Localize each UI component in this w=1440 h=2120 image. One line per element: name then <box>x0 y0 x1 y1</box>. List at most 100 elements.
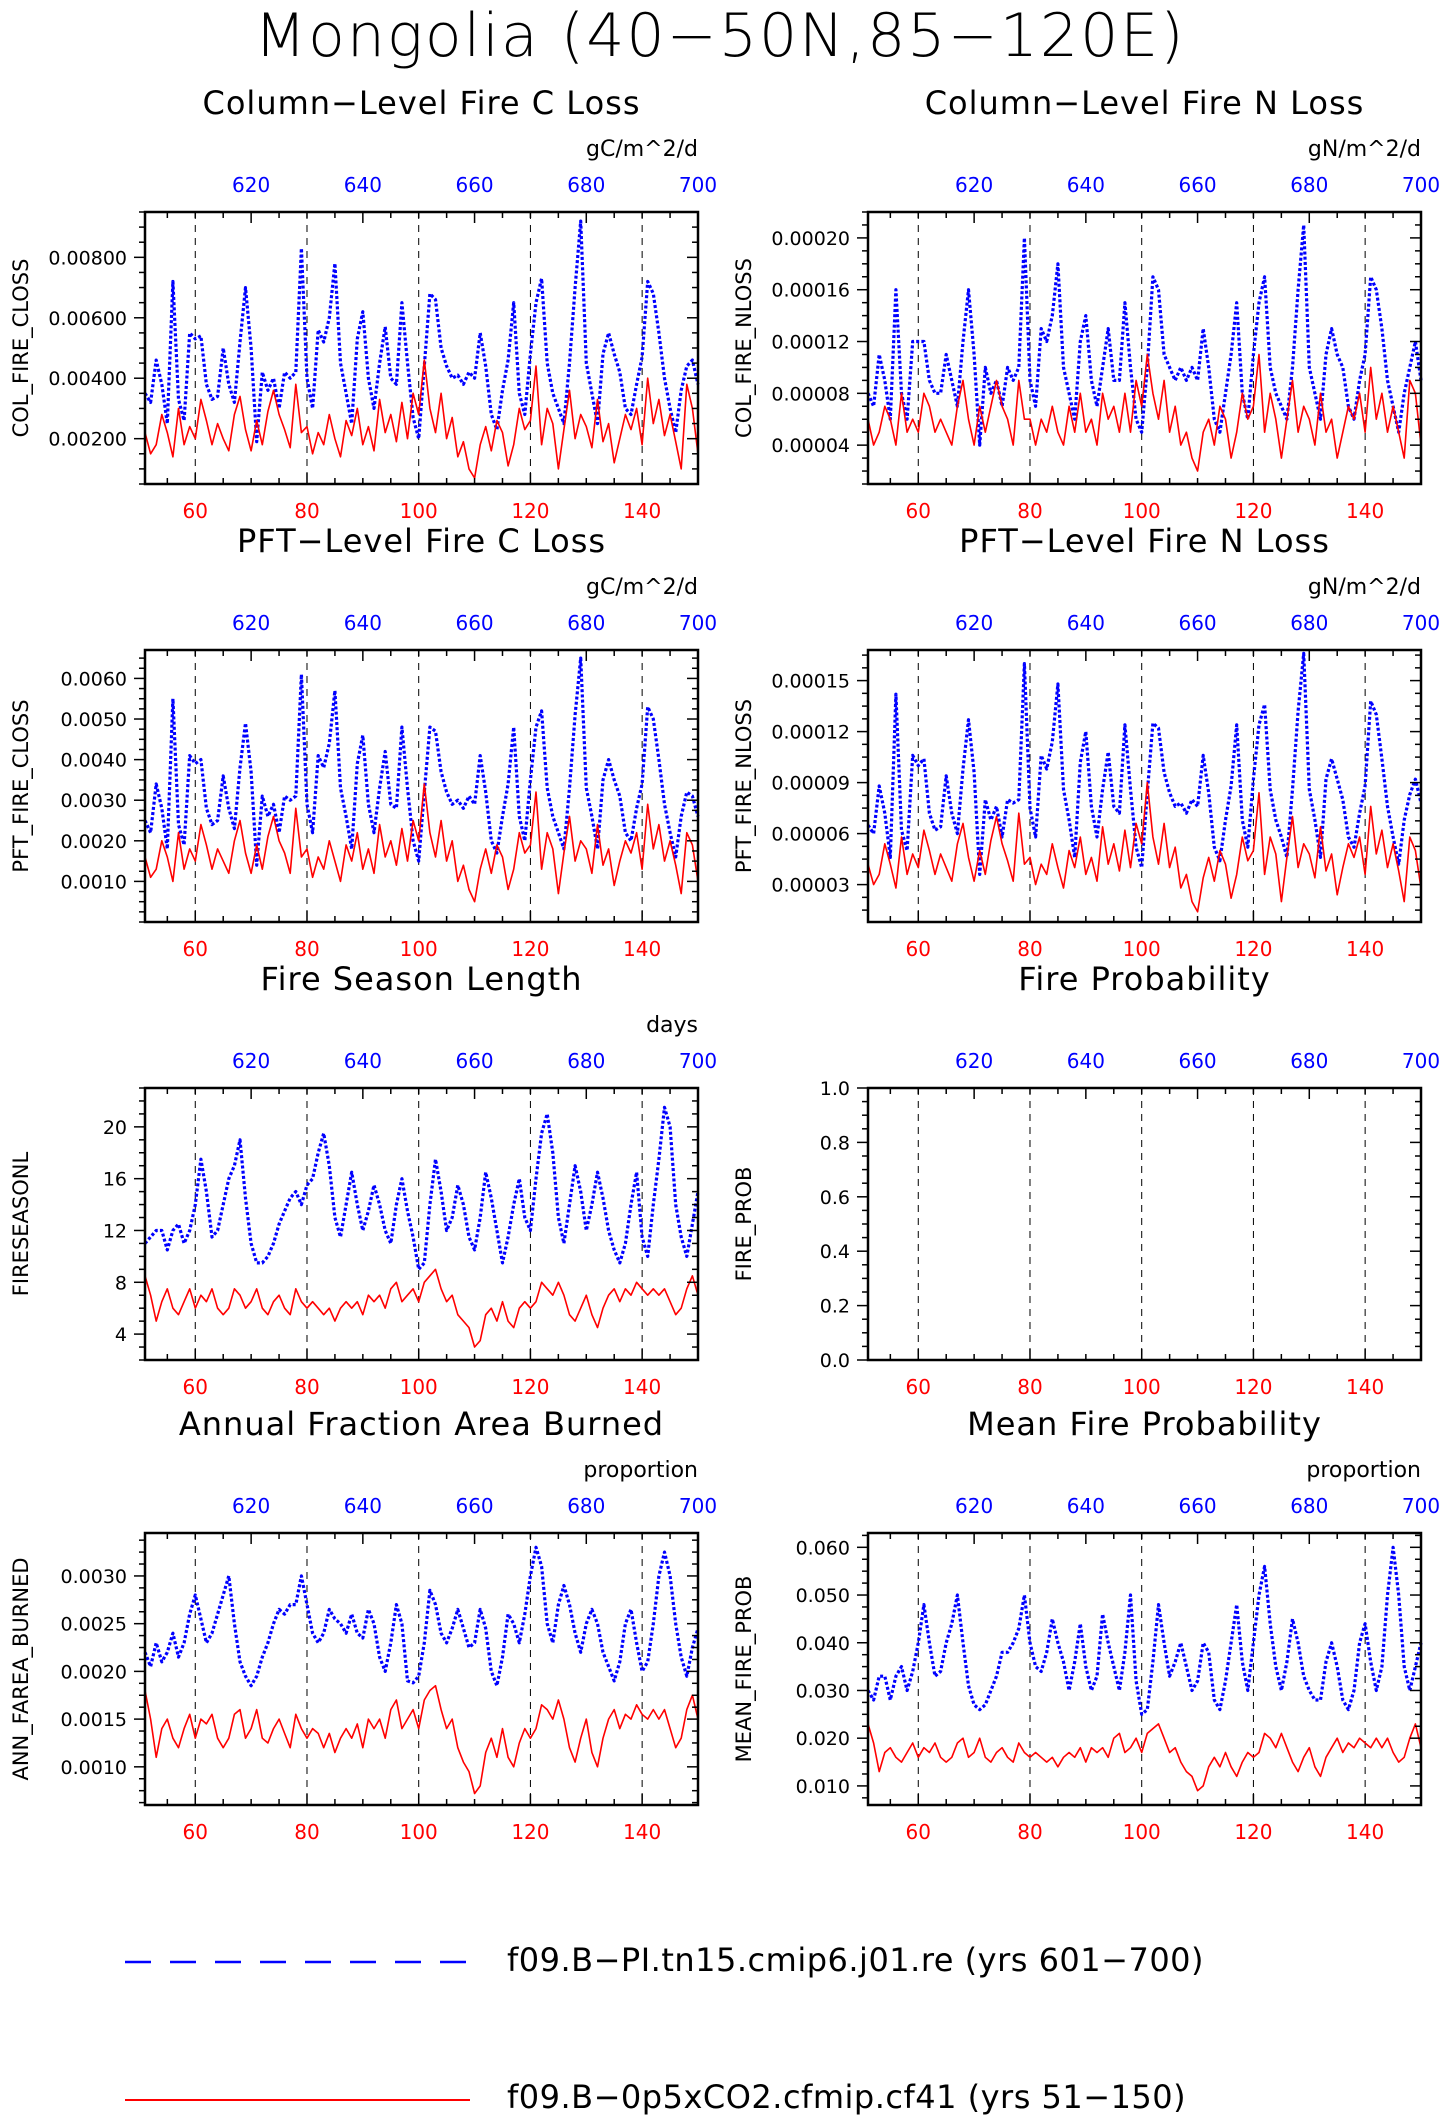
units-label: proportion <box>583 1458 698 1483</box>
top-x-tick-label: 700 <box>1402 1049 1440 1073</box>
top-x-tick-label: 700 <box>1402 1494 1440 1518</box>
top-x-tick-label: 620 <box>955 1494 993 1518</box>
x-tick-label: 140 <box>1346 1375 1384 1399</box>
top-x-tick-label: 640 <box>1067 1494 1105 1518</box>
plot-frame <box>866 210 1423 486</box>
y-tick-label: 0.00016 <box>771 280 850 302</box>
y-tick-label: 0.00400 <box>48 368 127 390</box>
x-tick-label: 80 <box>1017 499 1042 523</box>
top-x-tick-label: 640 <box>344 1049 382 1073</box>
units-label: proportion <box>1306 1458 1421 1483</box>
y-tick-label: 4 <box>115 1324 127 1346</box>
series-line-blue <box>866 223 1423 447</box>
y-axis-label: MEAN_FIRE_PROB <box>732 1576 757 1763</box>
chart-title: Column−Level Fire N Loss <box>925 84 1365 122</box>
top-x-tick-label: 700 <box>679 173 717 197</box>
y-tick-label: 16 <box>103 1169 127 1191</box>
x-tick-label: 60 <box>906 937 931 961</box>
x-tick-label: 120 <box>1234 937 1272 961</box>
x-tick-label: 60 <box>183 1375 208 1399</box>
y-tick-label: 0.010 <box>796 1776 850 1798</box>
y-axis-label: COL_FIRE_CLOSS <box>9 259 34 438</box>
x-tick-label: 140 <box>623 1375 661 1399</box>
y-tick-label: 0.00004 <box>771 435 850 457</box>
chart-title: Annual Fraction Area Burned <box>179 1405 664 1443</box>
y-tick-label: 0.4 <box>820 1241 850 1263</box>
x-tick-label: 80 <box>294 937 319 961</box>
x-tick-label: 120 <box>511 1820 549 1844</box>
x-tick-label: 100 <box>1123 1375 1161 1399</box>
chart-title: Mean Fire Probability <box>967 1405 1322 1443</box>
y-tick-label: 0.0030 <box>61 790 127 812</box>
top-x-tick-label: 640 <box>344 611 382 635</box>
units-label: gC/m^2/d <box>586 137 698 162</box>
y-tick-label: 0.00020 <box>771 228 850 250</box>
chart-title: Fire Probability <box>1018 960 1270 998</box>
top-x-tick-label: 680 <box>567 173 605 197</box>
x-tick-label: 60 <box>906 1375 931 1399</box>
y-tick-label: 0.0025 <box>61 1614 127 1636</box>
x-tick-label: 60 <box>906 499 931 523</box>
plot-frame <box>143 1531 700 1807</box>
y-tick-label: 0.8 <box>820 1132 850 1154</box>
x-tick-label: 140 <box>623 1820 661 1844</box>
top-x-tick-label: 620 <box>232 611 270 635</box>
units-label: gC/m^2/d <box>586 575 698 600</box>
x-tick-label: 100 <box>1123 937 1161 961</box>
top-x-tick-label: 660 <box>1178 611 1216 635</box>
y-tick-label: 0.0 <box>820 1350 850 1372</box>
top-x-tick-label: 700 <box>1402 173 1440 197</box>
top-x-tick-label: 680 <box>1290 1049 1328 1073</box>
top-x-tick-label: 660 <box>455 1494 493 1518</box>
x-tick-label: 120 <box>1234 1375 1272 1399</box>
series-line-blue <box>866 651 1423 877</box>
x-tick-label: 80 <box>294 1375 319 1399</box>
x-tick-label: 100 <box>400 1820 438 1844</box>
x-tick-label: 100 <box>400 499 438 523</box>
plot-frame <box>143 648 700 924</box>
y-tick-label: 0.0040 <box>61 750 127 772</box>
y-tick-label: 0.00012 <box>771 722 850 744</box>
y-axis-label: PFT_FIRE_NLOSS <box>732 699 757 873</box>
top-x-tick-label: 620 <box>955 611 993 635</box>
top-x-tick-label: 640 <box>1067 611 1105 635</box>
y-tick-label: 0.00006 <box>771 824 850 846</box>
y-tick-label: 0.060 <box>796 1537 850 1559</box>
top-x-tick-label: 660 <box>455 611 493 635</box>
series-line-blue <box>143 656 700 867</box>
y-tick-label: 0.0060 <box>61 668 127 690</box>
y-axis-label: PFT_FIRE_CLOSS <box>9 699 34 872</box>
top-x-tick-label: 700 <box>679 611 717 635</box>
chart-title: PFT−Level Fire N Loss <box>959 522 1330 560</box>
y-tick-label: 0.030 <box>796 1680 850 1702</box>
y-tick-label: 0.00008 <box>771 383 850 405</box>
top-x-tick-label: 680 <box>567 611 605 635</box>
series-line-red <box>867 1723 1422 1792</box>
plot-frame <box>866 648 1423 924</box>
x-tick-label: 60 <box>906 1820 931 1844</box>
plot-frame <box>866 1531 1423 1807</box>
x-tick-label: 140 <box>623 499 661 523</box>
x-tick-label: 60 <box>183 1820 208 1844</box>
top-x-tick-label: 640 <box>344 1494 382 1518</box>
units-label: days <box>646 1013 698 1038</box>
y-tick-label: 1.0 <box>820 1078 850 1100</box>
units-label: gN/m^2/d <box>1308 575 1421 600</box>
top-x-tick-label: 700 <box>679 1049 717 1073</box>
x-tick-label: 80 <box>1017 1375 1042 1399</box>
y-tick-label: 0.0010 <box>61 1757 127 1779</box>
plot-frame <box>143 210 700 486</box>
y-tick-label: 0.050 <box>796 1585 850 1607</box>
top-x-tick-label: 660 <box>455 173 493 197</box>
y-tick-label: 0.040 <box>796 1633 850 1655</box>
y-tick-label: 0.0015 <box>61 1709 127 1731</box>
x-tick-label: 80 <box>294 499 319 523</box>
y-tick-label: 0.0020 <box>61 1661 127 1683</box>
top-x-tick-label: 680 <box>567 1049 605 1073</box>
top-x-tick-label: 660 <box>1178 1049 1216 1073</box>
series-line-red <box>144 1684 699 1795</box>
top-x-tick-label: 680 <box>1290 173 1328 197</box>
chart-title: PFT−Level Fire C Loss <box>237 522 606 560</box>
y-tick-label: 0.00015 <box>771 671 850 693</box>
top-x-tick-label: 660 <box>1178 1494 1216 1518</box>
